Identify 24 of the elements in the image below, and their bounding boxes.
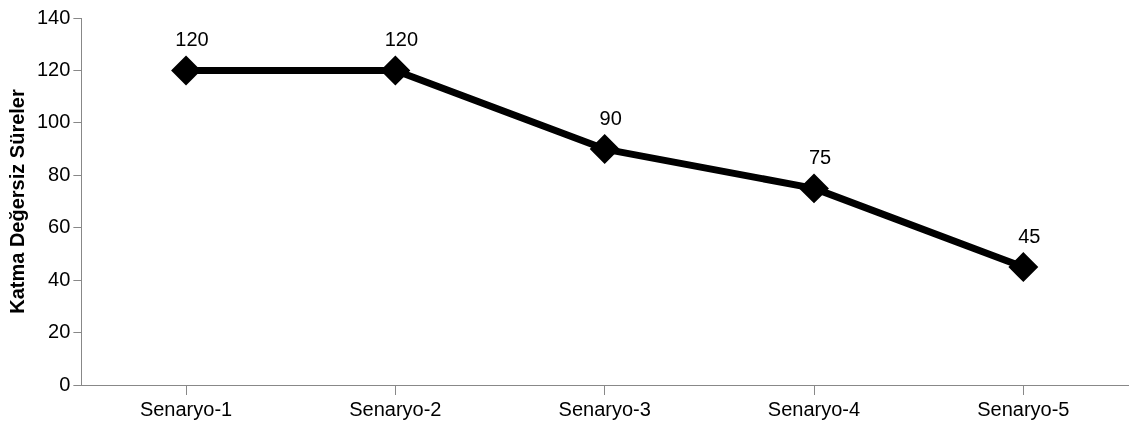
point bbox=[591, 135, 619, 163]
data-label: 120 bbox=[384, 27, 419, 50]
y-tick-label: 80 bbox=[48, 162, 71, 185]
point bbox=[172, 56, 200, 84]
data-label: 90 bbox=[599, 106, 622, 129]
y-tick-label: 20 bbox=[48, 320, 71, 343]
x-tick-label: Senaryo-3 bbox=[558, 397, 651, 420]
y-axis-title: Katma Değersiz Süreler bbox=[5, 89, 28, 314]
y-tick-label: 60 bbox=[48, 215, 71, 238]
data-label: 75 bbox=[808, 145, 832, 168]
point bbox=[381, 56, 409, 84]
data-label: 45 bbox=[1018, 224, 1041, 247]
x-tick-label: Senaryo-1 bbox=[139, 397, 233, 420]
point bbox=[800, 174, 828, 202]
data-label: 120 bbox=[175, 27, 209, 50]
x-tick-label: Senaryo-4 bbox=[767, 397, 861, 420]
y-tick-label: 100 bbox=[36, 110, 71, 133]
point bbox=[1009, 253, 1037, 281]
y-tick-label: 120 bbox=[36, 57, 71, 80]
y-tick-label: 40 bbox=[48, 267, 71, 290]
x-tick-label: Senaryo-2 bbox=[349, 397, 442, 420]
y-tick-label: 0 bbox=[59, 372, 71, 395]
y-tick-label: 140 bbox=[36, 5, 71, 28]
x-tick-label: Senaryo-5 bbox=[977, 397, 1070, 420]
